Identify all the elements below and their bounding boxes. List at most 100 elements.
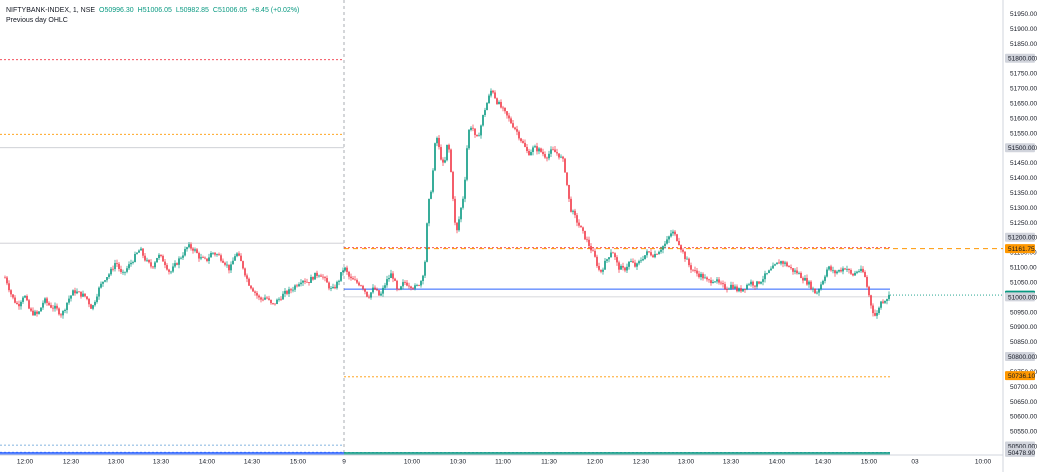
candle-body [106, 277, 108, 281]
candle-body [176, 263, 178, 265]
candle-body [194, 249, 196, 251]
candle-body [148, 259, 150, 263]
candle-body [786, 262, 788, 267]
candle-body [872, 305, 874, 314]
candle-body [728, 288, 730, 290]
candle-body [552, 149, 554, 151]
candle-body [478, 135, 480, 137]
candle-body [700, 273, 702, 278]
price-axis[interactable]: 51950.00 51900.00 51850.00 51800.00 51750.00… [1005, 11, 1037, 457]
candle-body [118, 263, 120, 269]
candle-body [538, 148, 540, 152]
candle-body [228, 264, 230, 271]
candle-body [504, 107, 506, 112]
candle-body [752, 281, 754, 286]
candle-body [588, 239, 590, 246]
candle-body [638, 261, 640, 264]
price-label-bg [1005, 352, 1035, 362]
candle-body [42, 302, 44, 308]
candle-body [98, 287, 100, 297]
candle-body [572, 210, 574, 212]
candle-body [596, 256, 598, 266]
candle-body [426, 223, 428, 262]
candle-body [808, 281, 810, 285]
candle-body [626, 266, 628, 271]
candle-body [446, 144, 448, 161]
candle-body [286, 290, 288, 294]
candle-body [166, 265, 168, 270]
candle-body [528, 150, 530, 156]
time-axis[interactable]: 12:00 12:30 13:00 13:30 14:00 14:30 15:00 9 10:0… [0, 452, 992, 466]
candle-body [142, 248, 144, 256]
candle-body [350, 276, 352, 279]
candle-body [186, 247, 188, 250]
candle-body [38, 311, 40, 314]
candle-body [382, 287, 384, 294]
low-value: L50982.85 [175, 7, 209, 14]
candle-body [518, 131, 520, 139]
candle-body [90, 304, 92, 309]
candle-body [660, 249, 662, 252]
y-tick-label: 51400.00 [1010, 175, 1037, 182]
candle-body [78, 291, 80, 293]
candle-body [804, 278, 806, 281]
candle-body [782, 261, 784, 264]
candle-body [264, 297, 266, 300]
candle-body [254, 291, 256, 293]
x-tick-label: 13:30 [153, 459, 170, 466]
candle-body [628, 261, 630, 267]
y-tick-label: 51100.00 [1010, 265, 1037, 272]
candle-body [36, 311, 38, 314]
candle-body [674, 231, 676, 235]
candle-body [434, 143, 436, 171]
candle-body [218, 254, 220, 256]
candle-body [608, 257, 610, 260]
candle-body [526, 146, 528, 151]
candle-body [710, 280, 712, 284]
price-label-bg [1005, 447, 1035, 457]
candle-body [706, 277, 708, 280]
candle-body [654, 253, 656, 258]
candle-body [240, 255, 242, 262]
candle-body [792, 268, 794, 272]
candle-body [356, 279, 358, 283]
candle-body [510, 118, 512, 124]
candle-body [34, 311, 36, 316]
candle-body [332, 286, 334, 289]
candle-body [400, 286, 402, 290]
candle-body [202, 257, 204, 259]
candle-body [10, 290, 12, 295]
y-tick-label: 50600.00 [1010, 414, 1037, 421]
candle-body [778, 262, 780, 264]
candle-body [310, 276, 312, 283]
candle-body [744, 289, 746, 290]
candle-body [370, 292, 372, 298]
candle-body [646, 251, 648, 256]
candle-body [404, 282, 406, 283]
candles [4, 88, 890, 319]
candle-body [288, 289, 290, 294]
candle-body [568, 184, 570, 199]
candle-body [758, 281, 760, 284]
candle-body [842, 268, 844, 272]
y-tick-label: 51150.00 [1010, 250, 1037, 257]
candle-body [736, 286, 738, 292]
candle-body [640, 260, 642, 262]
candle-body [352, 278, 354, 280]
candle-body [664, 243, 666, 247]
candle-body [468, 129, 470, 149]
symbol-name[interactable]: NIFTYBANK-INDEX, 1, NSE [6, 7, 96, 14]
candle-body [688, 258, 690, 266]
candle-body [300, 282, 302, 285]
price-label-bg [1005, 53, 1035, 63]
candle-body [242, 261, 244, 269]
candle-body [540, 148, 542, 152]
indicator-label[interactable]: Previous day OHLC [6, 17, 68, 24]
candle-body [712, 281, 714, 284]
candle-body [136, 252, 138, 254]
y-tick-label: 51750.00 [1010, 71, 1037, 78]
candle-body [454, 198, 456, 223]
candle-body [604, 260, 606, 270]
candle-body [424, 261, 426, 276]
